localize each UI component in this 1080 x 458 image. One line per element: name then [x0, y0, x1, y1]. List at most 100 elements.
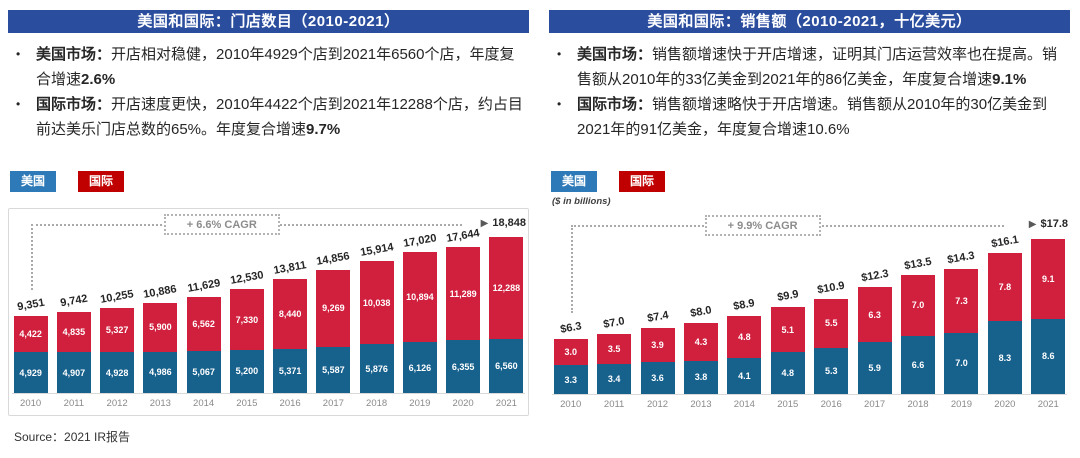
bar-value-label-us: 4,986 — [149, 367, 172, 378]
bar-segment-intl — [944, 268, 979, 333]
bar-segment-intl — [316, 270, 351, 347]
bar-segment-intl — [987, 252, 1022, 322]
source-text: Source：2021 IR报告 — [14, 430, 131, 444]
cagr-target: ▶ 18,848 — [481, 217, 526, 229]
panel-store-count: 美国和国际：门店数目（2010-2021） • 美国市场：开店相对稳健，2010… — [8, 10, 529, 420]
x-axis-line — [12, 393, 525, 394]
year-label: 2012 — [106, 398, 128, 409]
x-axis-line — [552, 394, 1067, 395]
bar-value-label-us: 6,560 — [495, 360, 518, 371]
bar-segment-intl — [683, 323, 718, 361]
bar-value-label-us: 4,928 — [105, 367, 129, 378]
bar-value-label-intl: 7.0 — [911, 300, 925, 311]
store-count-title-bar: 美国和国际：门店数目（2010-2021） — [8, 10, 529, 33]
year-label: 2016 — [279, 398, 301, 409]
bar-value-label-us: 5,067 — [192, 367, 215, 378]
bullet-dot: • — [16, 47, 21, 61]
year-label: 2017 — [864, 399, 886, 410]
bar-value-label-intl: 5.1 — [781, 324, 795, 335]
bar-segment-intl — [273, 278, 308, 349]
legend-us-chip: 美国 — [551, 171, 597, 192]
bar-segment-us — [273, 348, 308, 393]
bullet-us-market: • 美国市场：销售额增速快于开店增速，证明其门店运营效率也在提高。销售额从201… — [551, 42, 1070, 92]
year-label: 2014 — [193, 398, 215, 409]
bar-value-label-intl: 4,422 — [19, 328, 42, 339]
bar-value-label-intl: 10,894 — [406, 292, 434, 303]
bar-segment-us — [1031, 318, 1066, 394]
bar-segment-us — [359, 344, 394, 393]
year-label: 2010 — [560, 399, 582, 410]
bar-value-label-us: 3.4 — [607, 374, 621, 385]
year-label: 2010 — [20, 398, 42, 409]
bullet-lead: 国际市场： — [36, 96, 112, 113]
bullet-us-market: • 美国市场：开店相对稳健，2010年4929个店到2021年6560个店，年度… — [10, 42, 529, 92]
bullet-lead: 美国市场： — [577, 46, 653, 63]
bar-value-label-us: 3.8 — [694, 372, 708, 383]
bullet-text: 国际市场：开店速度更快，2010年4422个店到2021年12288个店，约占目… — [36, 92, 529, 142]
year-label: 2015 — [236, 398, 258, 409]
store-count-chart: 4,929 4,422 9,351 2010 4,907 4,835 9,742 2011 4,… — [8, 208, 529, 416]
bar-segment-us — [683, 360, 718, 394]
bar-segment-us — [100, 352, 135, 393]
bullet-body: 销售额增速快于开店增速，证明其门店运营效率也在提高。销售额从2010年的33亿美… — [577, 46, 1058, 88]
cagr-target: ▶ $17.8 — [1029, 218, 1068, 230]
bullet-text: 美国市场：销售额增速快于开店增速，证明其门店运营效率也在提高。销售额从2010年… — [577, 42, 1070, 92]
bullet-body: 开店速度更快，2010年4422个店到2021年12288个店，约占目前达美乐门… — [36, 96, 523, 138]
year-label: 2014 — [733, 399, 755, 410]
bullet-lead: 国际市场： — [577, 96, 653, 113]
bullet-dot: • — [16, 97, 21, 111]
bar-segment-intl — [13, 315, 48, 353]
year-label: 2020 — [452, 398, 474, 409]
legend-intl-chip: 国际 — [78, 171, 124, 192]
bar-segment-intl — [143, 302, 178, 352]
bar-segment-us — [944, 332, 979, 394]
bar-value-label-intl: 7.8 — [998, 282, 1012, 293]
bullet-body: 开店相对稳健，2010年4929个店到2021年6560个店，年度复合增速 — [36, 46, 515, 88]
bullet-text: 国际市场：销售额增速略快于开店增速。销售额从2010年的30亿美金到2021年的… — [577, 92, 1070, 142]
year-label: 2015 — [777, 399, 799, 410]
slide: 美国和国际：门店数目（2010-2021） • 美国市场：开店相对稳健，2010… — [8, 10, 1070, 420]
bar-value-label-us: 4,907 — [62, 367, 86, 378]
bar-value-label-intl: 9.1 — [1042, 273, 1055, 284]
bar-value-label-intl: 4.3 — [694, 336, 708, 347]
bar-segment-intl — [597, 333, 632, 365]
bar-value-label-intl: 4,835 — [62, 327, 86, 338]
bar-value-label-us: 6,355 — [451, 361, 475, 372]
bar-value-label-us: 4.8 — [781, 367, 795, 378]
bar-segment-intl — [56, 312, 91, 353]
bar-value-label-intl: 5,900 — [149, 322, 172, 333]
bar-value-label-us: 5,200 — [235, 366, 259, 377]
bar-segment-intl — [229, 289, 264, 350]
bar-value-label-intl: 3.5 — [607, 343, 621, 354]
bar-segment-us — [640, 362, 675, 394]
source-note: Source：2021 IR报告 — [14, 428, 1080, 445]
year-label: 2021 — [1037, 399, 1059, 410]
year-label: 2011 — [63, 398, 85, 409]
legend-us-chip: 美国 — [10, 171, 56, 192]
bar-segment-intl — [489, 237, 524, 339]
cagr-box: + 9.9% CAGR — [704, 215, 821, 236]
bullet-dot: • — [557, 47, 562, 61]
year-label: 2021 — [495, 398, 517, 409]
bar-segment-us — [727, 358, 762, 394]
year-label: 2019 — [409, 398, 431, 409]
year-label: 2018 — [907, 399, 929, 410]
bar-segment-us — [56, 352, 91, 393]
bar-value-label-us: 7.0 — [955, 358, 968, 369]
final-total-label: $17.8 — [1040, 218, 1068, 230]
bar-segment-intl — [640, 328, 675, 363]
bar-value-label-us: 8.3 — [998, 352, 1012, 363]
bar-segment-us — [489, 338, 524, 393]
bar-segment-intl — [359, 261, 394, 345]
bar-value-label-us: 5.3 — [824, 365, 838, 376]
bar-segment-us — [143, 351, 178, 393]
store-count-bullets: • 美国市场：开店相对稳健，2010年4929个店到2021年6560个店，年度… — [10, 42, 529, 171]
bar-segment-intl — [553, 338, 588, 366]
sales-title-bar: 美国和国际：销售额（2010-2021，十亿美元） — [549, 10, 1070, 33]
total-label: $16.1 — [990, 233, 1020, 251]
bar-value-label-us: 5.9 — [868, 363, 881, 374]
bullet-bold-value: 9.1% — [992, 71, 1027, 88]
bar-value-label-intl: 6,562 — [192, 318, 215, 329]
legend-intl-chip: 国际 — [619, 171, 665, 192]
bar-segment-intl — [446, 246, 481, 341]
